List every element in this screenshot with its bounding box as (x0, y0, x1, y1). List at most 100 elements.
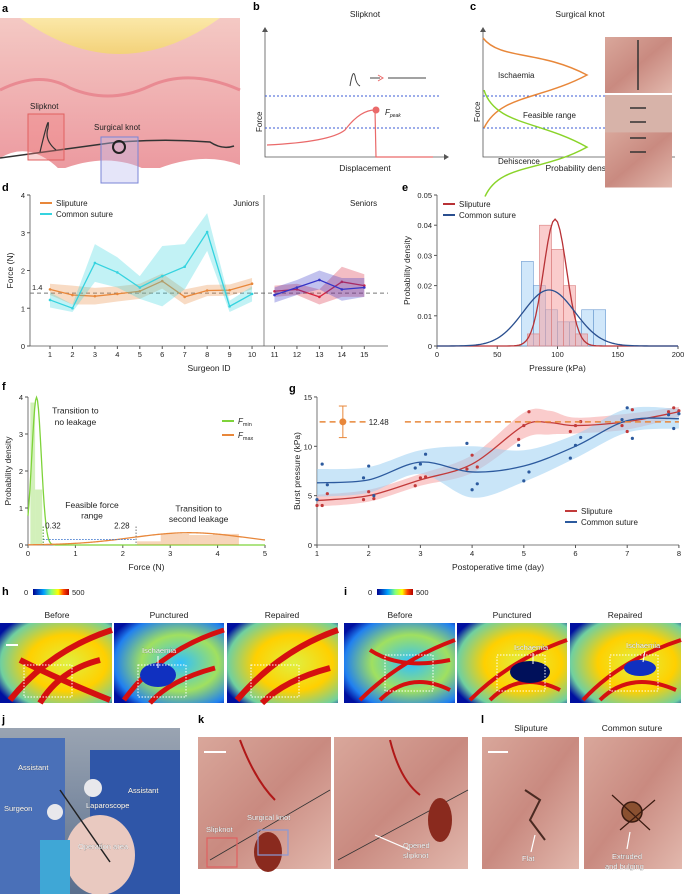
x-tick-label: 5 (263, 549, 267, 558)
y-tick-label: 4 (19, 393, 23, 402)
min-value-label: 0.32 (45, 521, 61, 530)
y-tick-label: 4 (21, 191, 25, 200)
y-axis-label: Force (473, 101, 482, 122)
flat-label: Flat (522, 854, 535, 863)
data-point (666, 413, 671, 417)
y-tick-label: 15 (304, 393, 312, 402)
x-axis-label: Postoperative time (day) (452, 562, 544, 572)
y-tick-label: 0.03 (417, 251, 432, 260)
panel-f-chart: f 0 1 2 3 4 5 0 1 2 3 4 Force (N) Probability densit… (2, 381, 267, 572)
mean-point (93, 294, 97, 298)
data-point (315, 503, 319, 508)
x-tick-label: 6 (160, 350, 164, 359)
x-tick-label: 6 (573, 549, 577, 558)
data-point (666, 410, 671, 414)
data-point (325, 483, 329, 487)
surgeon-label: Surgeon (4, 804, 32, 813)
perfusion-image-before (344, 623, 456, 703)
panel-label: b (253, 1, 260, 13)
data-point (672, 426, 676, 431)
fit-curve (27, 532, 266, 546)
title-punctured: Punctured (150, 610, 189, 620)
series-line (49, 280, 253, 298)
data-point (367, 490, 371, 494)
slipknot-box (27, 113, 65, 161)
transition-label-1b: no leakage (55, 417, 97, 427)
data-point (418, 476, 422, 480)
legend-symbol: F (238, 431, 244, 440)
y-axis-label: Probability density (3, 436, 13, 506)
dehiscence-label: Dehiscence (498, 157, 540, 166)
ischaemia-distribution (482, 37, 589, 129)
mean-point (160, 279, 164, 283)
stitches-icon (630, 40, 646, 153)
mean-point (273, 289, 276, 293)
data-point (579, 435, 583, 440)
y-tick-label: 0 (19, 541, 23, 550)
colorbar (377, 589, 413, 595)
dehiscence-distribution (483, 89, 589, 197)
assistant-label-2: Assistant (128, 786, 159, 795)
feasible-range-label: Feasible range (523, 111, 576, 120)
feasible-range-label-line1: Feasible force (65, 500, 119, 510)
mean-point (116, 271, 119, 274)
x-tick-label: 2 (367, 549, 371, 558)
y-tick-label: 10 (304, 442, 312, 451)
data-point (465, 467, 469, 471)
histogram-bar (563, 285, 576, 347)
y-tick-label: 2 (19, 467, 23, 476)
extruded-label-line1: Extruded (612, 852, 642, 861)
mean-point (138, 289, 142, 293)
x-tick-label: 0 (435, 350, 439, 359)
x-axis-label: Displacement (339, 163, 391, 173)
photo-dehiscence (605, 132, 672, 188)
extruded-label-line2: and bulging (605, 862, 644, 871)
colorbar-max: 500 (416, 588, 429, 597)
mean-point (363, 286, 366, 289)
x-tick-label: 4 (216, 549, 220, 558)
mean-point (116, 292, 119, 296)
bowel-edge (0, 151, 240, 180)
panel-g-chart: g 1 2 3 4 5 6 7 8 0 5 10 15 Postoperative time (day)… (289, 383, 681, 572)
x-tick-label: 1 (48, 350, 52, 359)
y-axis-label: Burst pressure (kPa) (292, 432, 302, 510)
title-before: Before (387, 610, 412, 620)
data-point (423, 475, 428, 479)
fpeak-subscript: peak (389, 113, 401, 119)
data-point (527, 470, 531, 474)
data-point (361, 476, 366, 480)
transition-label-1a: Transition to (52, 406, 99, 416)
surgery-photo-knots (198, 737, 331, 872)
max-value-label: 2.28 (114, 521, 130, 530)
axes (264, 28, 448, 158)
panel-label: g (289, 383, 296, 395)
legend-label: Common suture (459, 211, 516, 220)
photo-common-suture (584, 737, 682, 869)
data-point (677, 412, 681, 416)
transition-label-2a: Transition to (175, 504, 222, 514)
mean-point (183, 295, 186, 299)
chart-title: Slipknot (350, 9, 381, 19)
x-tick-label: 4 (115, 350, 119, 359)
arrow-icon (377, 74, 384, 82)
mean-point (363, 284, 366, 287)
panel-label: e (402, 182, 408, 194)
x-tick-label: 8 (677, 549, 681, 558)
force-displacement-curve (266, 109, 433, 158)
confidence-band (50, 213, 253, 313)
data-point (320, 503, 324, 508)
fpeak-label: Fpeak (385, 108, 401, 119)
ischaemia-label: Ischaemia (626, 641, 661, 650)
fit-curve (27, 395, 265, 546)
axis-arrow (480, 27, 486, 32)
histogram-bar (160, 533, 190, 545)
histogram-bar (212, 533, 239, 545)
mesentery-fat (20, 18, 220, 54)
axis-arrows (262, 27, 449, 160)
fpeak-symbol: F (385, 108, 391, 117)
legend-label: Sliputure (581, 507, 613, 516)
legend-subscript: min (243, 422, 252, 428)
legend-label: Fmax (238, 431, 254, 442)
x-tick-label: 1 (73, 549, 77, 558)
